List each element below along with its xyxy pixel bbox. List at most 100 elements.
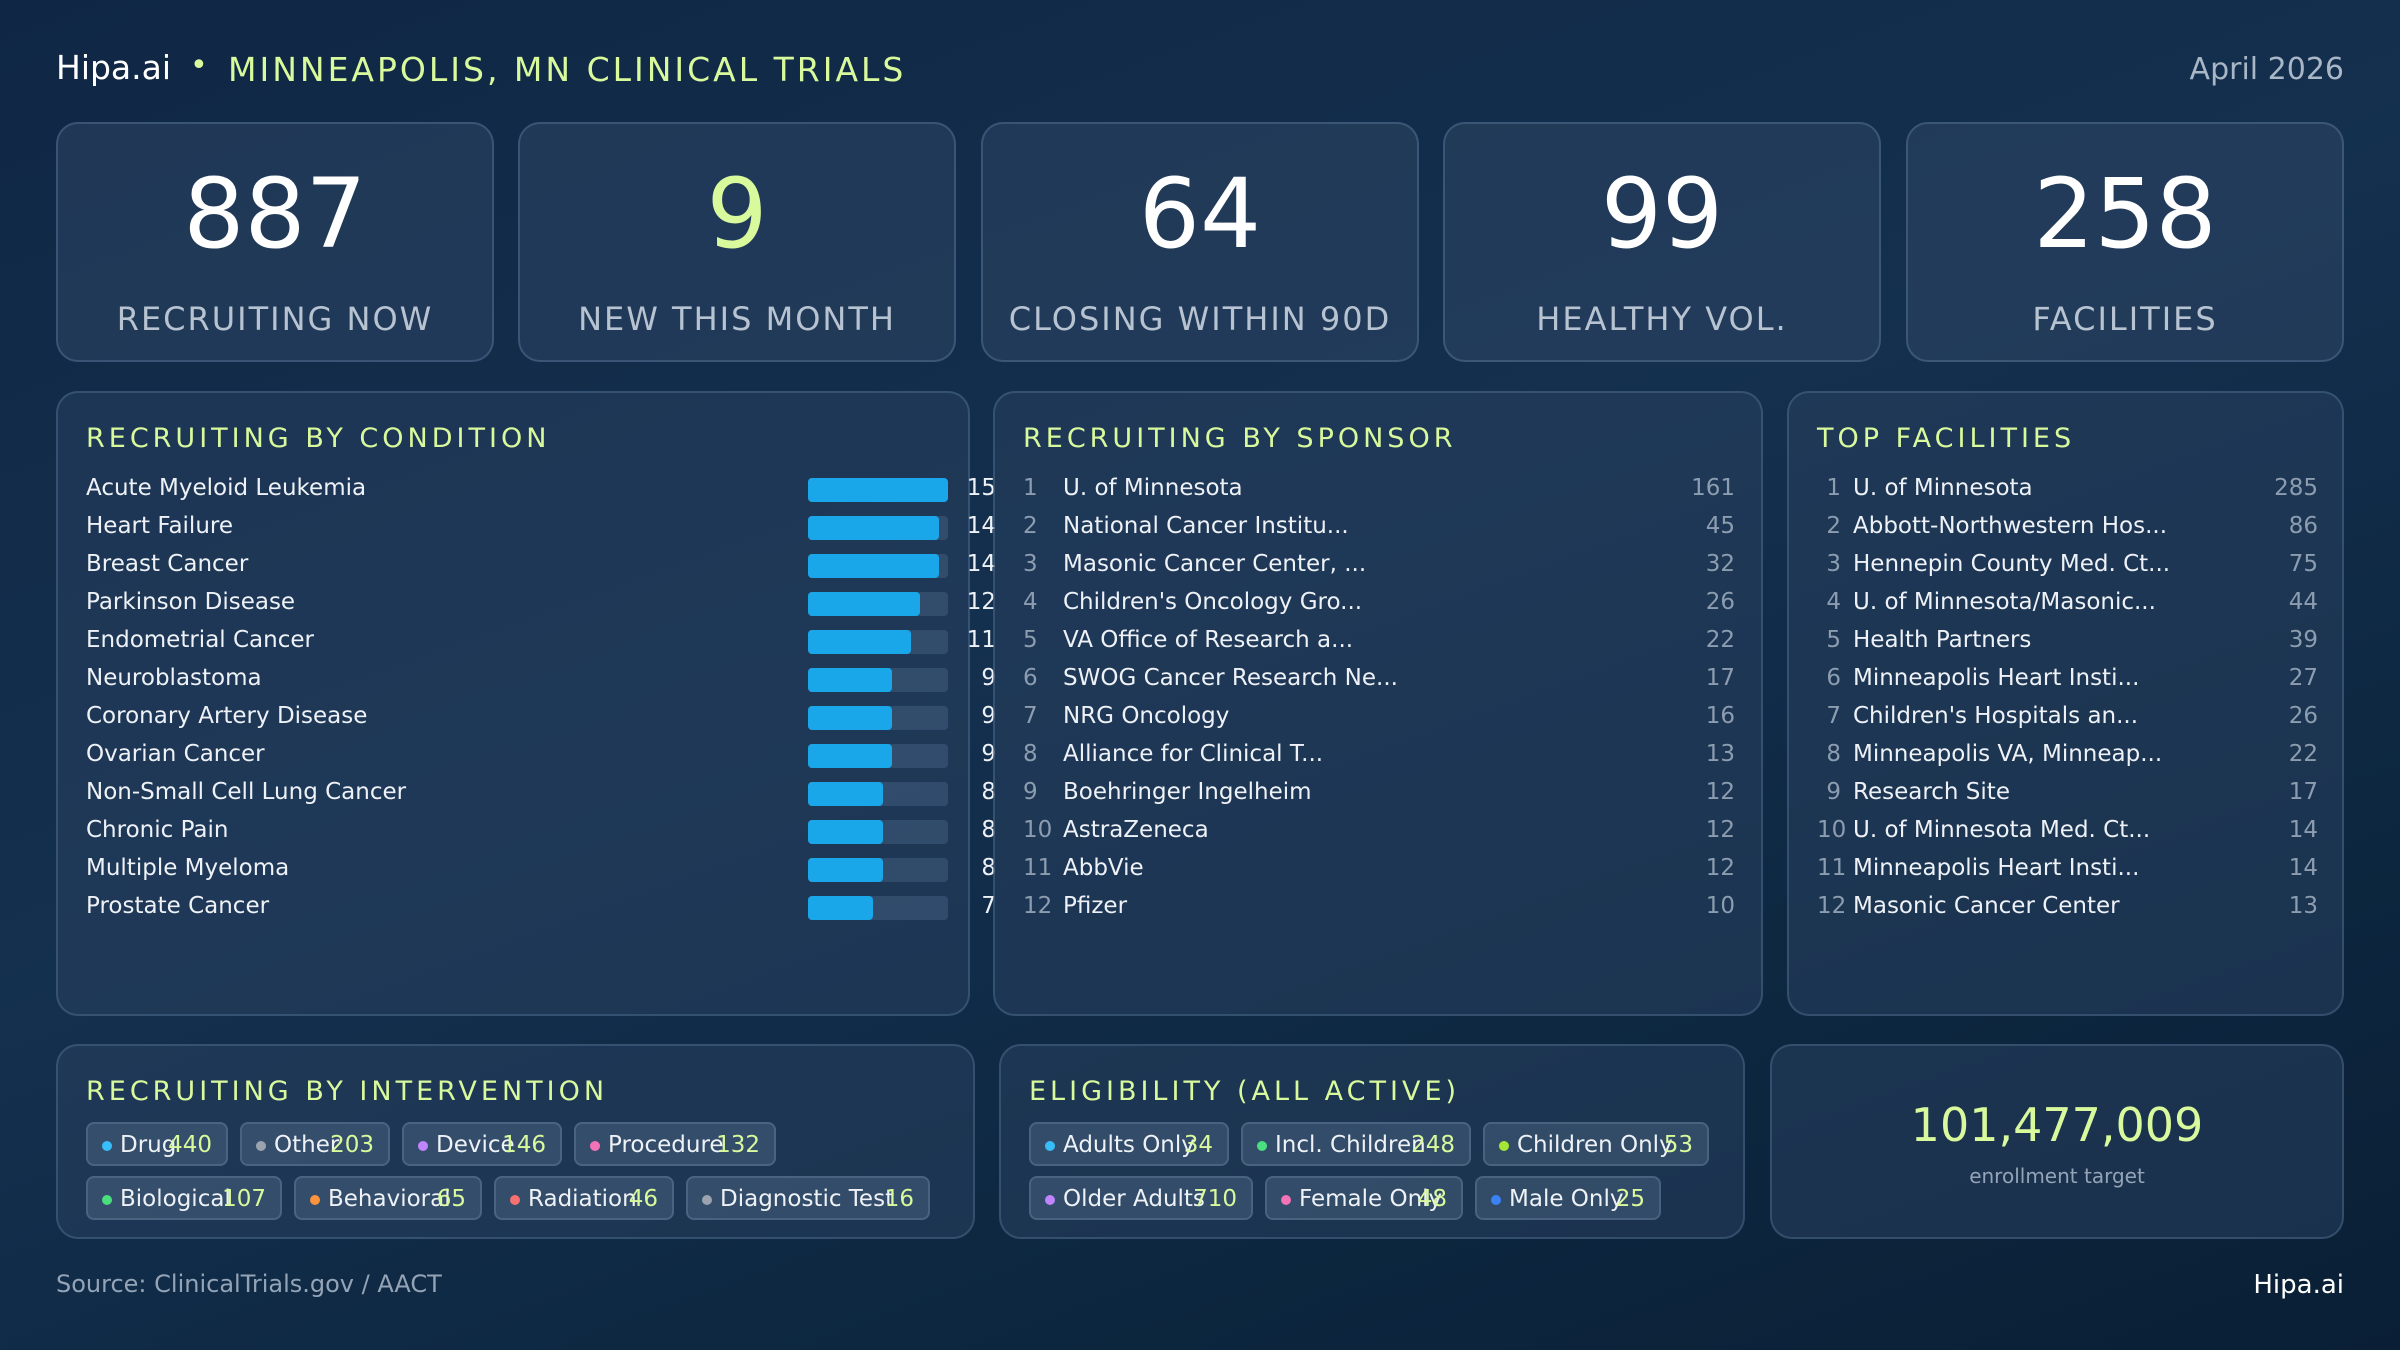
sponsor-row: 10 AstraZeneca 12: [1023, 811, 1735, 849]
condition-bar: [808, 858, 883, 882]
tag-label: Diagnostic Test: [720, 1186, 895, 1212]
condition-count: 14: [966, 551, 996, 577]
tag-count: 203: [330, 1132, 374, 1158]
sponsor-name: Pfizer: [1063, 893, 1128, 919]
tag-count: 146: [502, 1132, 546, 1158]
legend-dot-icon: [510, 1195, 520, 1205]
panel-title: RECRUITING BY SPONSOR: [1023, 423, 1457, 454]
condition-row: Endometrial Cancer 11: [86, 621, 996, 659]
condition-row: Non-Small Cell Lung Cancer 8: [86, 773, 996, 811]
condition-bar-track: [808, 592, 948, 616]
facilities-panel: TOP FACILITIES 1 U. of Minnesota 285 2 Abbot…: [1787, 391, 2344, 1016]
rank-number: 6: [1023, 665, 1038, 691]
condition-row: Prostate Cancer 7: [86, 887, 996, 925]
sponsor-count: 12: [1705, 779, 1735, 805]
condition-bar-track: [808, 706, 948, 730]
page-title: MINNEAPOLIS, MN CLINICAL TRIALS: [228, 50, 907, 89]
sponsor-row: 11 AbbVie 12: [1023, 849, 1735, 887]
condition-count: 8: [981, 855, 996, 881]
facilities-count: 13: [2288, 893, 2318, 919]
condition-count: 12: [966, 589, 996, 615]
sponsor-row: 5 VA Office of Research a... 22: [1023, 621, 1735, 659]
tag-count: 16: [884, 1186, 914, 1212]
kpi-value: 64: [1138, 158, 1262, 270]
condition-bar-track: [808, 858, 948, 882]
facilities-row: 6 Minneapolis Heart Insti... 27: [1817, 659, 2318, 697]
condition-count: 9: [981, 703, 996, 729]
rank-number: 4: [1826, 589, 1841, 615]
sponsor-count: 10: [1705, 893, 1735, 919]
condition-count: 7: [981, 893, 996, 919]
condition-count: 9: [981, 741, 996, 767]
facilities-row: 11 Minneapolis Heart Insti... 14: [1817, 849, 2318, 887]
tag-count: 53: [1663, 1132, 1693, 1158]
facilities-row: 12 Masonic Cancer Center 13: [1817, 887, 2318, 925]
tag-label: Behavioral: [328, 1186, 451, 1212]
sponsor-panel: RECRUITING BY SPONSOR 1 U. of Minnesota 16…: [993, 391, 1763, 1016]
facilities-name: Health Partners: [1853, 627, 2032, 653]
sponsor-row: 2 National Cancer Institu... 45: [1023, 507, 1735, 545]
panel-title: TOP FACILITIES: [1817, 423, 2076, 454]
sponsor-name: VA Office of Research a...: [1063, 627, 1354, 653]
condition-bar: [808, 478, 948, 502]
sponsor-name: SWOG Cancer Research Ne...: [1063, 665, 1398, 691]
condition-name: Neuroblastoma: [86, 665, 262, 691]
kpi-label: HEALTHY VOL.: [1536, 300, 1788, 338]
sponsor-count: 17: [1705, 665, 1735, 691]
condition-row: Parkinson Disease 12: [86, 583, 996, 621]
sponsor-count: 45: [1705, 513, 1735, 539]
sponsor-row: 9 Boehringer Ingelheim 12: [1023, 773, 1735, 811]
condition-bar: [808, 668, 892, 692]
rank-number: 1: [1826, 475, 1841, 501]
facilities-count: 26: [2288, 703, 2318, 729]
rank-number: 6: [1826, 665, 1841, 691]
condition-name: Heart Failure: [86, 513, 233, 539]
condition-bar-track: [808, 630, 948, 654]
condition-name: Endometrial Cancer: [86, 627, 314, 653]
tag-count: 65: [436, 1186, 466, 1212]
facilities-count: 22: [2288, 741, 2318, 767]
facilities-row: 7 Children's Hospitals an... 26: [1817, 697, 2318, 735]
condition-name: Chronic Pain: [86, 817, 229, 843]
kpi-new-this-month: 9 NEW THIS MONTH: [518, 122, 956, 362]
legend-dot-icon: [1499, 1141, 1509, 1151]
rank-number: 9: [1826, 779, 1841, 805]
facilities-count: 44: [2288, 589, 2318, 615]
eligibility-panel: ELIGIBILITY (ALL ACTIVE) Adults Only 34 In…: [999, 1044, 1745, 1239]
tag-count: 46: [628, 1186, 658, 1212]
sponsor-name: Alliance for Clinical T...: [1063, 741, 1324, 767]
condition-row: Coronary Artery Disease 9: [86, 697, 996, 735]
kpi-label: CLOSING WITHIN 90D: [1008, 300, 1392, 338]
condition-bar: [808, 516, 939, 540]
sponsor-name: NRG Oncology: [1063, 703, 1230, 729]
tag-label: Procedure: [608, 1132, 724, 1158]
sponsor-count: 32: [1705, 551, 1735, 577]
intervention-tag: Other 203: [240, 1122, 390, 1166]
tag-count: 132: [716, 1132, 760, 1158]
rank-number: 10: [1023, 817, 1053, 843]
rank-number: 8: [1826, 741, 1841, 767]
sponsor-name: National Cancer Institu...: [1063, 513, 1349, 539]
intervention-tag: Behavioral 65: [294, 1176, 482, 1220]
report-date: April 2026: [2189, 52, 2344, 87]
tag-count: 248: [1411, 1132, 1455, 1158]
tag-label: Biological: [120, 1186, 231, 1212]
condition-bar-track: [808, 820, 948, 844]
intervention-tag: Diagnostic Test 16: [686, 1176, 930, 1220]
sponsor-name: Masonic Cancer Center, ...: [1063, 551, 1367, 577]
facilities-name: Minneapolis Heart Insti...: [1853, 665, 2140, 691]
intervention-tag: Radiation 46: [494, 1176, 674, 1220]
tag-label: Radiation: [528, 1186, 637, 1212]
tag-label: Female Only: [1299, 1186, 1443, 1212]
enrollment-target-value: 101,477,009: [1910, 1098, 2204, 1152]
sponsor-count: 12: [1705, 817, 1735, 843]
kpi-label: RECRUITING NOW: [116, 300, 434, 338]
condition-bar: [808, 782, 883, 806]
kpi-value: 9: [706, 158, 768, 270]
condition-row: Heart Failure 14: [86, 507, 996, 545]
condition-bar: [808, 744, 892, 768]
condition-row: Multiple Myeloma 8: [86, 849, 996, 887]
kpi-facilities: 258 FACILITIES: [1906, 122, 2344, 362]
intervention-tag: Drug 440: [86, 1122, 228, 1166]
facilities-name: U. of Minnesota: [1853, 475, 2033, 501]
